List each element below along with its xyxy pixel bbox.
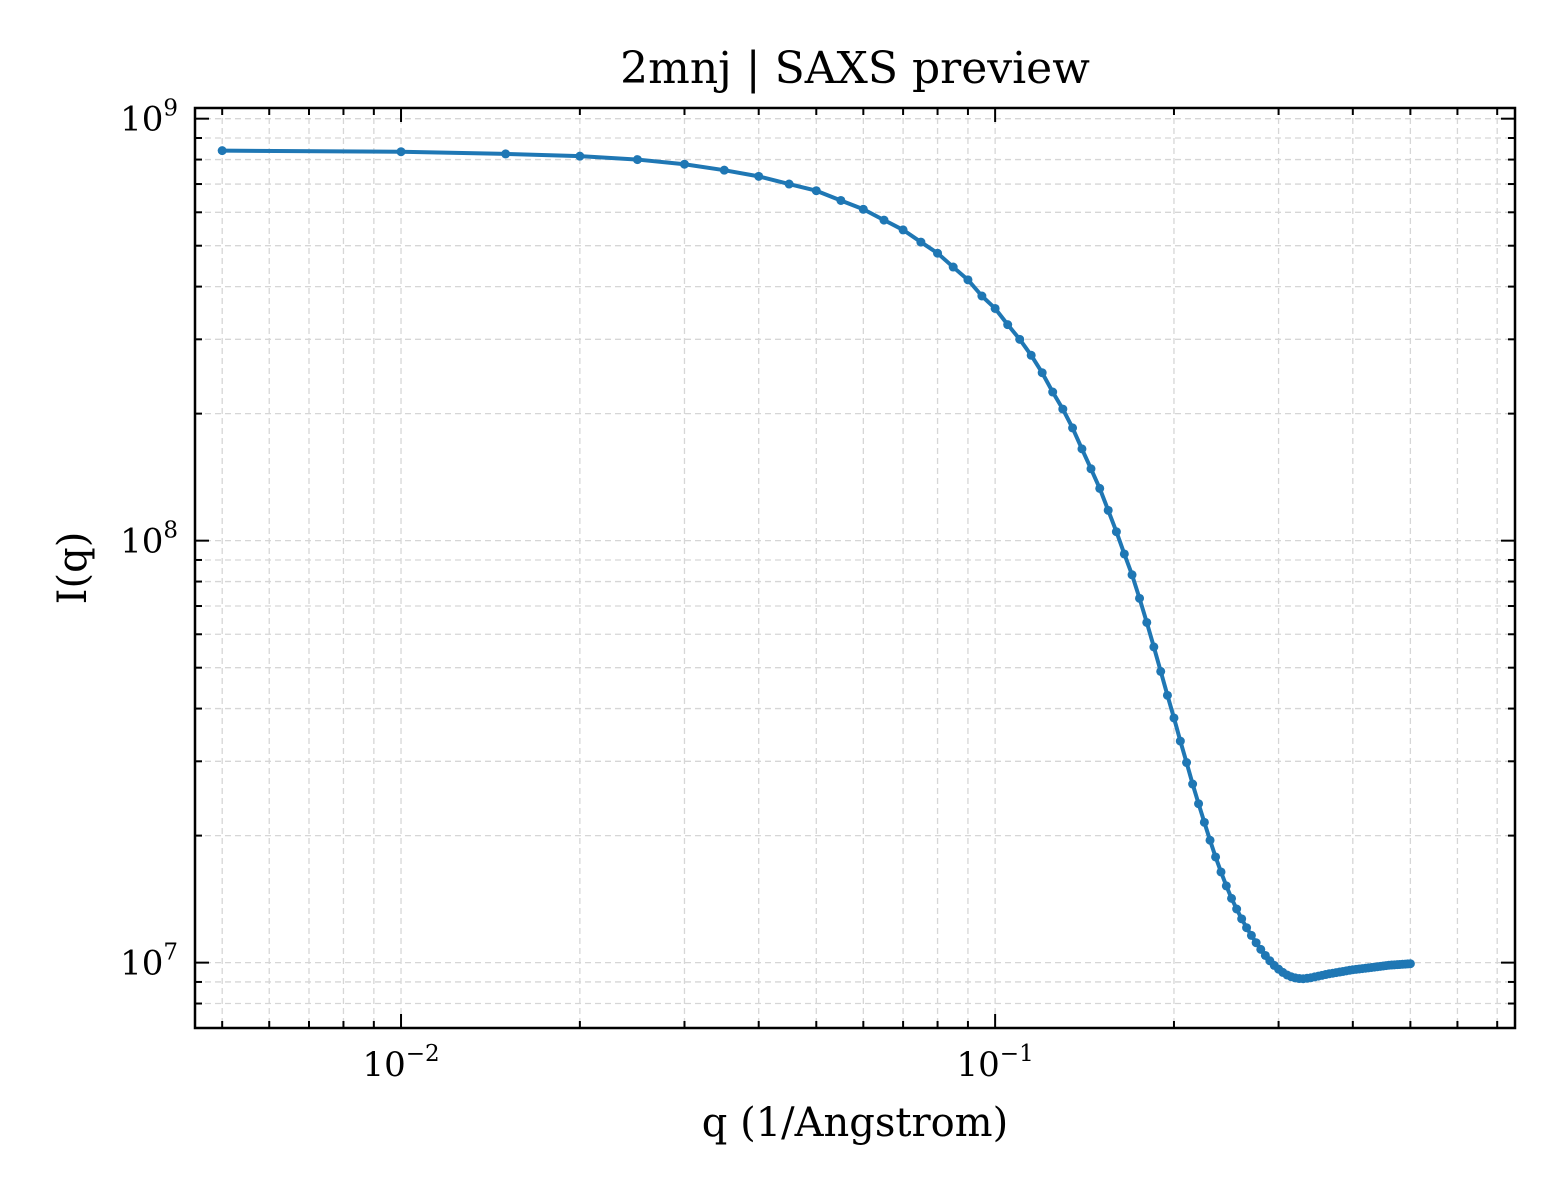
data-point [811,186,821,196]
y-tick-label: 107 [120,940,178,984]
x-tick-label: 10−1 [957,1041,1034,1085]
data-point [719,165,729,175]
data-point [1221,881,1231,891]
data-point [754,171,764,181]
data-point [977,291,987,301]
data-point [396,147,406,157]
data-point [1142,617,1152,627]
data-point [1175,736,1185,746]
data-point [948,262,958,272]
data-point [1103,505,1113,515]
data-point [217,146,227,156]
data-point [1077,444,1087,454]
chart-title: 2mnj | SAXS preview [620,43,1090,94]
y-axis-label: I(q) [50,532,96,605]
data-point [1127,570,1137,580]
data-point [1211,852,1221,862]
data-point [679,159,689,169]
data-point [1135,593,1145,603]
x-axis-label: q (1/Angstrom) [702,1100,1008,1146]
tick-labels: 10−2 10−1 107 108 109 [120,96,1034,1085]
grid [195,108,1515,1029]
data-point [1242,923,1252,933]
data-point [1162,690,1172,700]
data-point [501,149,511,159]
data-point [1169,713,1179,723]
data-point [1246,930,1256,940]
data-point [1003,320,1013,330]
data-point [1216,867,1226,877]
data-series [217,146,1415,984]
data-point [1068,423,1078,433]
x-tick-label: 10−2 [362,1041,439,1085]
data-point [836,195,846,205]
plot-frame [193,106,1517,1030]
data-point [1095,483,1105,493]
data-point [1156,666,1166,676]
data-point [1086,464,1096,474]
y-tick-label: 109 [120,96,178,140]
data-point [784,179,794,189]
data-point [1182,758,1192,768]
data-point [1026,350,1036,360]
data-point [575,151,585,161]
data-point [1149,642,1159,652]
data-point [1119,549,1129,559]
data-point [1188,779,1198,789]
data-point [933,248,943,258]
data-point [858,204,868,214]
data-point [916,237,926,247]
data-point [1048,387,1058,397]
data-point [1232,904,1242,914]
data-point [1058,404,1068,414]
data-point [879,215,889,225]
data-point [990,303,1000,313]
data-point [632,155,642,165]
data-point [1015,334,1025,344]
data-point [1251,938,1261,948]
data-point [1194,799,1204,809]
data-point [1037,368,1047,378]
data-point [963,275,973,285]
data-point [1111,527,1121,537]
data-point [1205,835,1215,845]
data-point [1405,959,1415,969]
data-point [898,225,908,235]
data-point [1237,914,1247,924]
data-point [1199,817,1209,827]
data-point [1227,893,1237,903]
y-tick-label: 108 [120,518,178,562]
